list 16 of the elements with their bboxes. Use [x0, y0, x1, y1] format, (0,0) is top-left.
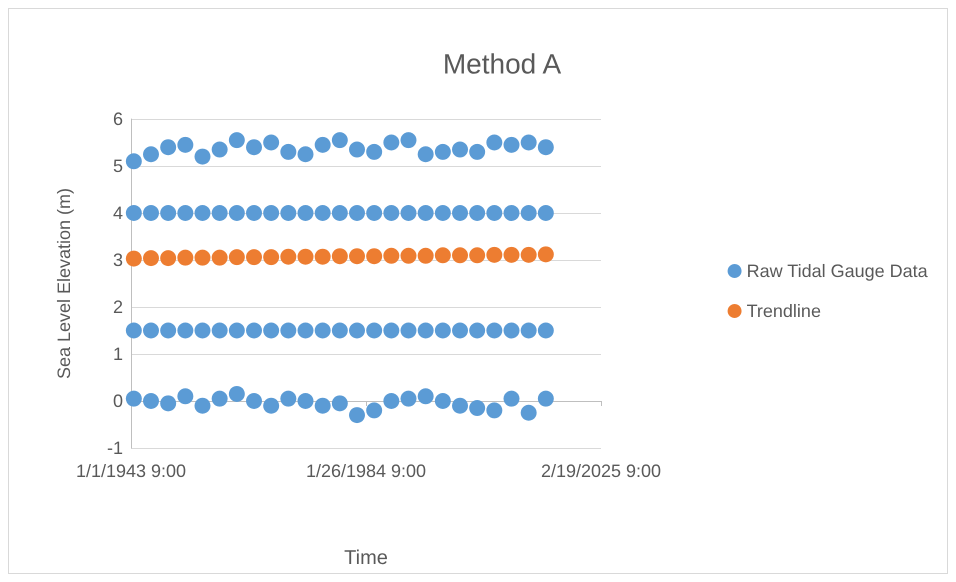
x-tick-label: 2/19/2025 9:00 — [540, 461, 662, 481]
x-tick-label: 1/26/1984 9:00 — [306, 461, 426, 481]
legend-label: Trendline — [746, 301, 821, 321]
y-tick-label: 3 — [112, 250, 123, 270]
y-axis-title: Sea Level Elevation (m) — [54, 188, 74, 380]
x-tick-label: 1/1/1943 9:00 — [76, 461, 186, 481]
y-tick-label: -1 — [106, 438, 123, 458]
chart-title: Method A — [442, 48, 562, 80]
y-tick-label: 2 — [112, 297, 123, 317]
y-tick-label: 4 — [112, 203, 123, 223]
y-tick-label: 1 — [112, 344, 123, 364]
x-axis-title: Time — [344, 547, 388, 569]
y-tick-label: 0 — [112, 391, 123, 411]
y-tick-label: 6 — [112, 109, 123, 129]
y-tick-label: 5 — [112, 156, 123, 176]
legend-label: Raw Tidal Gauge Data — [746, 261, 929, 281]
